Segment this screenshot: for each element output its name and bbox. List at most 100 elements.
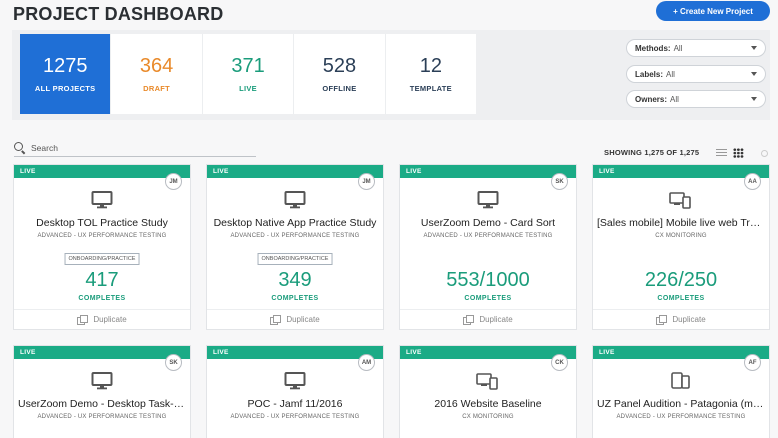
chevron-down-icon (751, 46, 757, 50)
completes-label: COMPLETES (657, 295, 705, 302)
status-badge: LIVE (14, 165, 190, 178)
completes-label: COMPLETES (271, 295, 319, 302)
project-method: ADVANCED - UX PERFORMANCE TESTING (37, 233, 167, 239)
project-card[interactable]: LIVE JM Desktop TOL Practice Study ADVAN… (13, 164, 191, 330)
duplicate-button[interactable]: Duplicate (593, 309, 769, 329)
stat-draft[interactable]: 364 DRAFT (111, 34, 203, 114)
stat-value: 371 (231, 55, 265, 77)
showing-count: SHOWING 1,275 OF 1,275 (604, 148, 700, 157)
project-method: ADVANCED - UX PERFORMANCE TESTING (616, 414, 746, 420)
stats-panel: 1275 ALL PROJECTS 364 DRAFT 371 LIVE 528… (12, 30, 770, 120)
completes-label: COMPLETES (78, 295, 126, 302)
stat-all-projects[interactable]: 1275 ALL PROJECTS (20, 34, 112, 114)
stat-template[interactable]: 12 TEMPLATE (386, 34, 476, 114)
stat-label: LIVE (239, 84, 257, 93)
avatar: JM (165, 173, 182, 190)
desktop-icon (477, 191, 499, 209)
stat-value: 1275 (42, 55, 88, 77)
project-title: Desktop TOL Practice Study (36, 217, 168, 229)
desktop-icon (284, 191, 306, 209)
labels-filter[interactable]: Labels: All (626, 65, 766, 83)
duplicate-icon (77, 315, 89, 325)
project-title: [Sales mobile] Mobile live web True... (597, 217, 765, 229)
create-project-button[interactable]: + Create New Project (656, 1, 770, 21)
duplicate-button[interactable]: Duplicate (207, 309, 383, 329)
stat-value: 528 (322, 55, 357, 77)
project-label-tag: ONBOARDING/PRACTICE (64, 253, 140, 265)
chevron-down-icon (751, 97, 757, 101)
duplicate-label: Duplicate (93, 315, 127, 324)
duplicate-label: Duplicate (479, 315, 513, 324)
project-card[interactable]: LIVE SK UserZoom Demo - Card Sort ADVANC… (399, 164, 577, 330)
project-method: CX MONITORING (655, 233, 707, 239)
project-card[interactable]: LIVE SK UserZoom Demo - Desktop Task-B..… (13, 345, 191, 438)
project-card[interactable]: LIVE AF UZ Panel Audition - Patagonia (m… (592, 345, 770, 438)
status-badge: LIVE (593, 165, 769, 178)
stat-value: 364 (139, 55, 174, 77)
duplicate-icon (463, 315, 475, 325)
status-badge: LIVE (593, 346, 769, 359)
avatar: SK (551, 173, 568, 190)
avatar: JM (358, 173, 375, 190)
stat-offline[interactable]: 528 OFFLINE (294, 34, 386, 114)
duplicate-label: Duplicate (672, 315, 706, 324)
status-badge: LIVE (400, 165, 576, 178)
avatar: AM (358, 354, 375, 371)
duplicate-button[interactable]: Duplicate (14, 309, 190, 329)
duplicate-label: Duplicate (286, 315, 320, 324)
duplicate-icon (270, 315, 282, 325)
stat-label: TEMPLATE (409, 84, 452, 93)
duplicate-button[interactable]: Duplicate (400, 309, 576, 329)
project-title: UserZoom Demo - Card Sort (420, 217, 556, 229)
filter-value: All (673, 43, 683, 53)
project-method: ADVANCED - UX PERFORMANCE TESTING (230, 414, 360, 420)
status-badge: LIVE (14, 346, 190, 359)
chevron-down-icon (751, 72, 757, 76)
stat-label: OFFLINE (322, 84, 357, 93)
desktop-icon (91, 191, 113, 209)
filter-label: Methods: (635, 43, 671, 53)
filter-label: Owners: (635, 94, 668, 104)
grid-view-icon[interactable] (733, 148, 744, 158)
project-title: UZ Panel Audition - Patagonia (mo... (597, 398, 765, 410)
owners-filter[interactable]: Owners: All (626, 90, 766, 108)
methods-filter[interactable]: Methods: All (626, 39, 766, 57)
project-method: CX MONITORING (462, 414, 514, 420)
filter-label: Labels: (635, 69, 664, 79)
search-icon (14, 141, 26, 154)
list-view-icon[interactable] (716, 149, 727, 157)
page-title: PROJECT DASHBOARD (13, 4, 224, 24)
filter-value: All (666, 69, 675, 79)
search-input[interactable] (31, 142, 231, 153)
project-card[interactable]: LIVE AA [Sales mobile] Mobile live web T… (592, 164, 770, 330)
status-badge: LIVE (207, 165, 383, 178)
mobile-tablet-icon (671, 372, 690, 389)
desktop-icon (91, 372, 113, 390)
completes-label: COMPLETES (464, 295, 512, 302)
completes-count: 553/1000 (446, 269, 530, 291)
status-badge: LIVE (400, 346, 576, 359)
stat-label: DRAFT (143, 84, 171, 93)
stat-value: 12 (419, 55, 442, 77)
duplicate-icon (656, 315, 668, 325)
project-card[interactable]: LIVE JM Desktop Native App Practice Stud… (206, 164, 384, 330)
stat-label: ALL PROJECTS (34, 84, 96, 93)
project-label-tag: ONBOARDING/PRACTICE (257, 253, 333, 265)
project-card[interactable]: LIVE CK 2016 Website Baseline CX MONITOR… (399, 345, 577, 438)
project-method: ADVANCED - UX PERFORMANCE TESTING (230, 233, 360, 239)
project-card[interactable]: LIVE AM POC - Jamf 11/2016 ADVANCED - UX… (206, 345, 384, 438)
completes-count: 349 (278, 269, 312, 291)
settings-dot-icon[interactable] (761, 150, 768, 157)
stat-tiles: 1275 ALL PROJECTS 364 DRAFT 371 LIVE 528… (20, 34, 476, 114)
project-title: UserZoom Demo - Desktop Task-B... (18, 398, 186, 410)
project-method: ADVANCED - UX PERFORMANCE TESTING (37, 414, 167, 420)
avatar: AA (744, 173, 761, 190)
desktop-icon (284, 372, 306, 390)
stat-live[interactable]: 371 LIVE (203, 34, 295, 114)
multi-device-icon (669, 192, 691, 209)
avatar: CK (551, 354, 568, 371)
avatar: SK (165, 354, 182, 371)
project-title: POC - Jamf 11/2016 (247, 398, 343, 410)
completes-count: 226/250 (644, 269, 718, 291)
filter-value: All (670, 94, 679, 104)
